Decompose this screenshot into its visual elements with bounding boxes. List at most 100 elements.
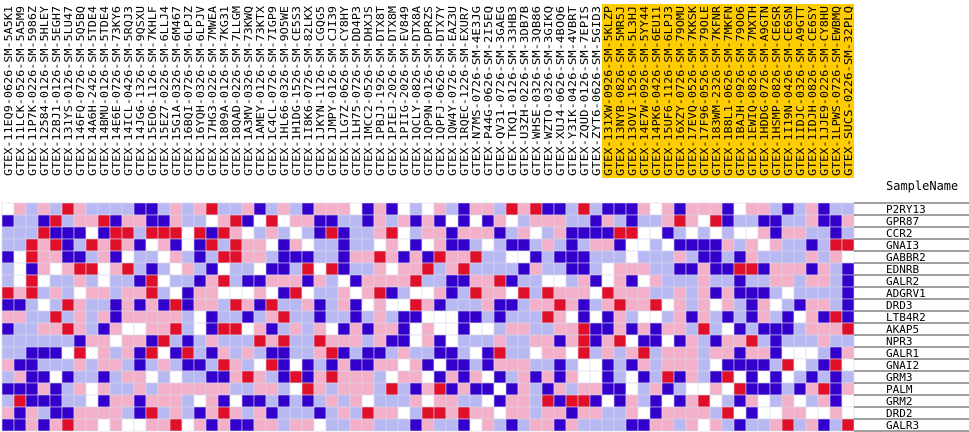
heatmap-cell <box>445 418 459 432</box>
heatmap-cell <box>541 238 555 252</box>
heatmap-cell <box>349 370 363 384</box>
heatmap-cell <box>505 346 519 360</box>
heatmap-cell <box>157 202 171 216</box>
heatmap-cell <box>145 382 159 396</box>
heatmap-cell <box>121 370 135 384</box>
heatmap-cell <box>565 226 579 240</box>
heatmap-cell <box>577 322 591 336</box>
heatmap-cell <box>409 322 423 336</box>
heatmap-cell <box>385 346 399 360</box>
sample-label: GTEX-131YS-0126-SM-5LU47 <box>62 6 75 176</box>
heatmap-cell <box>769 406 783 420</box>
heatmap-cell <box>745 394 759 408</box>
heatmap-cell <box>745 274 759 288</box>
heatmap-cell <box>349 418 363 432</box>
heatmap-cell <box>637 418 651 432</box>
heatmap-cell <box>205 418 219 432</box>
sample-label: GTEX-1JMPY-0126-SM-CJI39 <box>326 6 339 176</box>
heatmap-cell <box>397 358 411 372</box>
heatmap-cell <box>313 406 327 420</box>
heatmap-cell <box>625 298 639 312</box>
heatmap-cell <box>781 358 795 372</box>
heatmap-cell <box>781 214 795 228</box>
heatmap-cell <box>829 394 843 408</box>
heatmap-cell <box>421 286 435 300</box>
sample-label: GTEX-16YQH-0326-SM-6LPJV <box>194 6 207 176</box>
heatmap-cell <box>13 406 27 420</box>
heatmap-cell <box>613 262 627 276</box>
heatmap-cell <box>685 286 699 300</box>
heatmap-cell <box>829 358 843 372</box>
heatmap-cell <box>337 322 351 336</box>
heatmap-cell <box>685 346 699 360</box>
heatmap-cell <box>805 394 819 408</box>
heatmap-cell <box>409 358 423 372</box>
heatmap-cell <box>217 202 231 216</box>
heatmap-cell <box>25 250 39 264</box>
heatmap-cell <box>337 406 351 420</box>
heatmap-cell <box>685 274 699 288</box>
heatmap-cell <box>721 298 735 312</box>
heatmap-cell <box>229 406 243 420</box>
heatmap-cell <box>625 322 639 336</box>
heatmap-cell <box>1 310 15 324</box>
heatmap-cell <box>85 370 99 384</box>
gene-label: AKAP5 <box>886 323 919 336</box>
heatmap-cell <box>817 262 831 276</box>
heatmap-cell <box>109 274 123 288</box>
heatmap-cell <box>805 202 819 216</box>
heatmap-cell <box>625 226 639 240</box>
heatmap-cell <box>733 286 747 300</box>
heatmap-cell <box>721 334 735 348</box>
heatmap-cell <box>49 406 63 420</box>
heatmap-cell <box>457 382 471 396</box>
heatmap-cell <box>205 322 219 336</box>
heatmap-cell <box>145 370 159 384</box>
heatmap-cell <box>133 310 147 324</box>
heatmap-cell <box>805 382 819 396</box>
heatmap-cell <box>301 370 315 384</box>
heatmap-cell <box>157 418 171 432</box>
heatmap-cell <box>757 334 771 348</box>
heatmap-cell <box>613 286 627 300</box>
heatmap-cell <box>25 346 39 360</box>
heatmap-cell <box>829 298 843 312</box>
heatmap-cell <box>1 418 15 432</box>
heatmap-cell <box>49 262 63 276</box>
heatmap-cell <box>409 298 423 312</box>
heatmap-cell <box>481 202 495 216</box>
heatmap-cell <box>733 214 747 228</box>
heatmap-cell <box>793 382 807 396</box>
gene-label: GALR2 <box>886 275 919 288</box>
sample-label: GTEX-P44G-0626-SM-2I5EQ <box>482 6 495 176</box>
heatmap-cell <box>133 358 147 372</box>
sample-label: GTEX-1PIIG-2026-SM-EV849 <box>398 6 411 176</box>
heatmap-cell <box>541 418 555 432</box>
heatmap-cell <box>13 250 27 264</box>
heatmap-cell <box>181 298 195 312</box>
heatmap-cell <box>673 346 687 360</box>
heatmap-cell <box>457 394 471 408</box>
heatmap-cell <box>529 238 543 252</box>
sample-label: GTEX-17HG3-0226-SM-7MWEA <box>206 6 219 176</box>
heatmap-cell <box>457 238 471 252</box>
heatmap-cell <box>409 262 423 276</box>
heatmap-cell <box>325 298 339 312</box>
heatmap-cell <box>805 418 819 432</box>
heatmap-cell <box>469 418 483 432</box>
heatmap-cell <box>757 202 771 216</box>
heatmap-cell <box>1 406 15 420</box>
heatmap-cell <box>217 286 231 300</box>
heatmap-cell <box>1 226 15 240</box>
heatmap-cell <box>277 322 291 336</box>
heatmap-cell <box>709 334 723 348</box>
heatmap-cell <box>169 238 183 252</box>
heatmap-cell <box>157 298 171 312</box>
heatmap-cell <box>145 262 159 276</box>
heatmap-cell <box>637 370 651 384</box>
heatmap-cell <box>397 202 411 216</box>
heatmap-cell <box>577 358 591 372</box>
heatmap-cell <box>277 358 291 372</box>
sample-label: GTEX-15UF6-1126-SM-6LPJ3 <box>662 6 675 176</box>
heatmap-cell <box>661 214 675 228</box>
